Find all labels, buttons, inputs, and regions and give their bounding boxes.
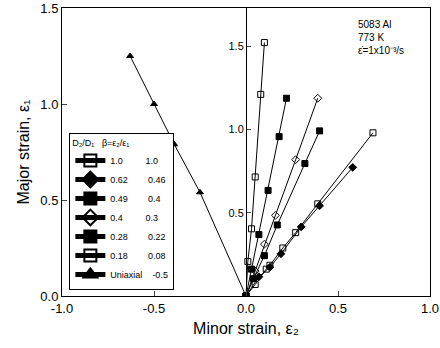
svg-text:0.4 0.3: 0.4 0.3 [110, 213, 158, 223]
svg-text:0.5: 0.5 [229, 207, 244, 219]
svg-text:0.5: 0.5 [329, 301, 347, 316]
svg-text:Major strain, ε₁: Major strain, ε₁ [15, 99, 32, 204]
svg-text:0.0: 0.0 [237, 301, 255, 316]
svg-text:0.18 0.08: 0.18 0.08 [110, 251, 165, 261]
svg-text:1.0 1.0: 1.0 1.0 [110, 156, 158, 166]
svg-text:-1.0: -1.0 [51, 301, 73, 316]
svg-text:1.0: 1.0 [40, 97, 58, 112]
svg-text:Uniaxial -0.5: Uniaxial -0.5 [110, 270, 168, 280]
svg-text:1.0: 1.0 [421, 301, 439, 316]
svg-text:5083 Al773 Kε̇=1x10⁻³/s: 5083 Al773 Kε̇=1x10⁻³/s [358, 19, 404, 56]
svg-text:1.5: 1.5 [40, 1, 58, 16]
svg-text:0.0: 0.0 [40, 289, 58, 304]
svg-text:0.49 0.4: 0.49 0.4 [110, 194, 160, 204]
svg-text:Minor strain, ε₂: Minor strain, ε₂ [193, 320, 299, 337]
svg-text:-0.5: -0.5 [143, 301, 165, 316]
svg-text:1.0: 1.0 [229, 123, 244, 135]
svg-text:D₂/D₁ β=ε₂/ε₁: D₂/D₁ β=ε₂/ε₁ [72, 138, 129, 148]
svg-text:1.5: 1.5 [229, 40, 244, 52]
svg-text:0.62 0.46: 0.62 0.46 [110, 175, 165, 185]
svg-text:0.28 0.22: 0.28 0.22 [110, 232, 165, 242]
svg-text:0.5: 0.5 [40, 193, 58, 208]
